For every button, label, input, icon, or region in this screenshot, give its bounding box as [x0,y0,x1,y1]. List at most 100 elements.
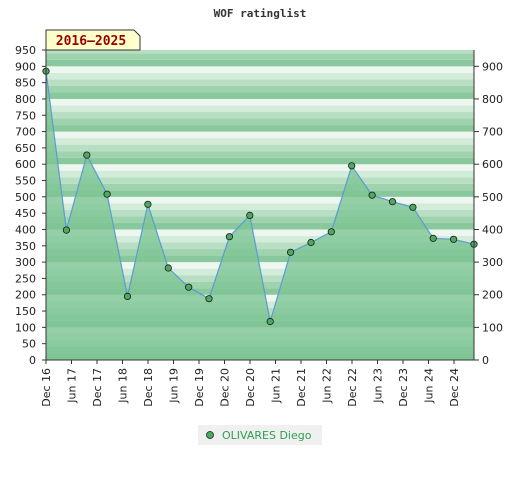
left-y-axis-ticks: 0 50 100 150 200 250 300 350 400 450 500 550 600 650 7… [15,44,46,367]
left-tick-label: 250 [15,272,36,285]
left-tick-label: 200 [15,289,36,302]
background-band [46,255,474,263]
background-band [46,92,474,99]
background-band [46,66,474,73]
data-point [449,235,458,243]
background-band [46,183,474,191]
legend-box [198,425,322,445]
data-point [388,198,397,206]
series-area [46,71,474,360]
x-tick-label: Dec 21 [295,368,308,407]
background-band [46,112,474,119]
right-tick-label: 0 [482,354,489,367]
background-band [46,125,474,132]
data-point [368,191,376,199]
background-band [46,59,474,67]
x-tick-label: Jun 18 [117,368,130,404]
background-band [46,209,474,217]
left-tick-label: 600 [15,158,36,171]
x-tick-label: Jun 22 [321,368,334,404]
left-tick-label: 400 [15,223,36,236]
x-tick-label: Dec 19 [193,368,206,407]
right-tick-label: 400 [482,223,503,236]
data-point [103,190,111,198]
data-point [246,211,254,219]
data-point [348,162,356,170]
x-tick-label: Dec 16 [40,368,53,407]
left-tick-label: 750 [15,109,36,122]
background-band [46,144,474,152]
left-tick-label: 550 [15,175,36,188]
left-tick-label: 700 [15,126,36,139]
right-y-axis-ticks: 0 100 200 300 400 500 600 700 800 900 [474,60,503,367]
data-point [266,317,274,326]
background-band [46,131,474,139]
left-tick-label: 950 [15,44,36,57]
right-tick-label: 300 [482,256,503,269]
data-point [225,233,233,241]
right-tick-label: 800 [482,93,503,106]
data-point [429,234,437,242]
data-point [144,200,152,208]
background-band [46,164,474,171]
x-tick-label: Jun 23 [372,368,385,404]
background-band [46,242,474,250]
x-tick-label: Jun 24 [423,368,436,404]
x-tick-label: Dec 23 [397,368,410,407]
data-point [185,283,193,291]
left-tick-label: 0 [29,354,36,367]
x-tick-label: Dec 17 [91,368,104,407]
data-point [83,151,91,159]
left-tick-label: 150 [15,305,36,318]
chart-title: WOF ratinglist [214,7,307,20]
background-band [46,229,474,236]
data-point [327,228,335,236]
legend-label: OLIVARES Diego [222,429,312,442]
data-point [286,248,295,256]
left-tick-label: 350 [15,240,36,253]
left-tick-label: 500 [15,191,36,204]
background-band [46,105,474,112]
legend-marker [206,431,214,439]
left-tick-label: 900 [15,60,36,73]
x-tick-label: Jun 19 [168,368,181,404]
series-line [45,71,475,322]
legend: OLIVARES Diego [198,425,322,445]
background-band [46,50,474,54]
background-band [46,79,474,86]
right-tick-label: 900 [482,60,503,73]
background-band [46,196,474,204]
x-tick-label: Dec 22 [346,368,359,407]
x-tick-label: Dec 20 [244,368,257,407]
background-band [46,249,474,256]
series-area-group [45,71,475,360]
x-tick-label: Jun 17 [66,368,79,404]
right-tick-label: 500 [482,191,503,204]
range-badge-box [45,29,141,51]
background-band [46,222,474,230]
background-band [46,138,474,145]
right-tick-label: 700 [482,126,503,139]
left-tick-label: 100 [15,321,36,334]
x-tick-label: Dec 18 [142,368,155,407]
data-point [62,226,71,234]
left-tick-label: 50 [22,338,36,351]
left-tick-label: 800 [15,93,36,106]
x-axis-ticks: Dec 16 Jun 17 Dec 17 Jun 18 Dec 18 Jun 19 Dec … [40,360,461,407]
data-point [164,264,172,272]
background-band [46,236,474,243]
background-band [46,151,474,158]
background-band [46,98,474,106]
left-tick-label: 300 [15,256,36,269]
data-point [409,203,417,211]
right-tick-label: 200 [482,289,503,302]
background-band [46,177,474,184]
background-band [46,85,474,93]
background-band [46,157,474,165]
background-band [46,203,474,210]
background-band [46,118,474,126]
right-tick-label: 600 [482,158,503,171]
background-band [46,72,474,80]
right-tick-label: 100 [482,321,503,334]
